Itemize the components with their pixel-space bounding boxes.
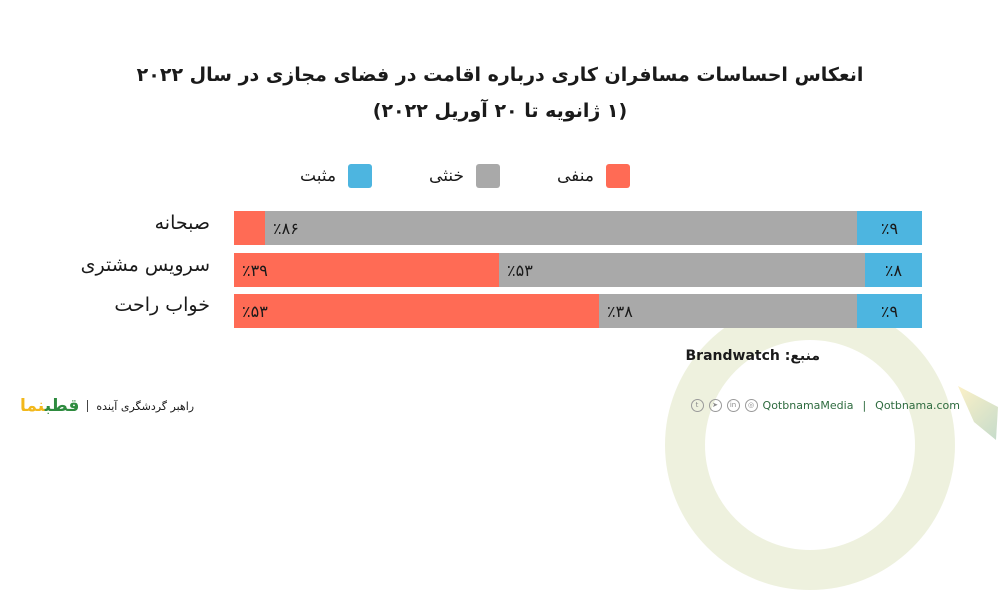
bar-customer-service: ٪۳۹ ٪۵۳ ٪۸ <box>234 253 922 287</box>
footer-separator: | <box>862 399 867 412</box>
linkedin-icon[interactable]: in <box>726 399 740 412</box>
bar-breakfast: ٪۸۶ ٪۹ <box>234 211 922 245</box>
brand-tagline: راهبر گردشگری آینده <box>96 399 195 413</box>
decorative-ring <box>665 300 955 590</box>
bar-sleep: ٪۵۳ ٪۳۸ ٪۹ <box>234 294 922 328</box>
brand-logo-block: قطبنما راهبر گردشگری آینده <box>20 396 194 416</box>
bar-segment-positive: ٪۹ <box>857 294 922 328</box>
legend-swatch-positive <box>348 164 373 188</box>
logo-part-a: قطب <box>44 396 80 416</box>
social-handle[interactable]: QotbnamaMedia <box>762 399 854 412</box>
bar-segment-negative: ٪۳۹ <box>234 253 499 287</box>
bar-segment-neutral: ٪۳۸ <box>599 294 857 328</box>
website-link[interactable]: Qotbnama.com <box>875 399 960 412</box>
bar-segment-neutral: ٪۵۳ <box>499 253 865 287</box>
instagram-icon[interactable]: ◎ <box>744 399 758 412</box>
chart-subtitle: (۱ ژانویه تا ۲۰ آوریل ۲۰۲۲) <box>372 100 628 122</box>
legend-swatch-neutral <box>476 164 500 188</box>
legend-item-neutral: خنثی <box>429 164 500 188</box>
legend-label-neutral: خنثی <box>429 166 464 186</box>
row-label-sleep: خواب راحت <box>114 294 210 316</box>
bar-segment-positive: ٪۹ <box>857 211 922 245</box>
twitter-icon[interactable]: t <box>690 399 704 412</box>
bar-segment-neutral: ٪۸۶ <box>265 211 857 245</box>
logo-part-b: نما <box>20 396 45 416</box>
chart-legend: منفی خنثی مثبت <box>300 162 630 190</box>
legend-item-positive: مثبت <box>300 164 373 188</box>
footer-social: t ➤ in ◎ QotbnamaMedia | Qotbnama.com <box>690 399 960 412</box>
brand-logo: قطبنما <box>20 396 79 416</box>
telegram-icon[interactable]: ➤ <box>708 399 722 412</box>
legend-swatch-negative <box>606 164 630 188</box>
source-note: منبع: Brandwatch <box>685 348 821 364</box>
bar-segment-negative <box>234 211 265 245</box>
bar-segment-positive: ٪۸ <box>865 253 922 287</box>
row-label-breakfast: صبحانه <box>154 212 210 234</box>
row-label-customer-service: سرویس مشتری <box>80 254 210 276</box>
legend-item-negative: منفی <box>557 164 630 188</box>
bar-segment-negative: ٪۵۳ <box>234 294 599 328</box>
logo-divider <box>87 400 89 412</box>
chart-title: انعکاس احساسات مسافران کاری درباره اقامت… <box>136 64 864 86</box>
legend-label-positive: مثبت <box>300 166 337 186</box>
legend-label-negative: منفی <box>556 166 594 186</box>
